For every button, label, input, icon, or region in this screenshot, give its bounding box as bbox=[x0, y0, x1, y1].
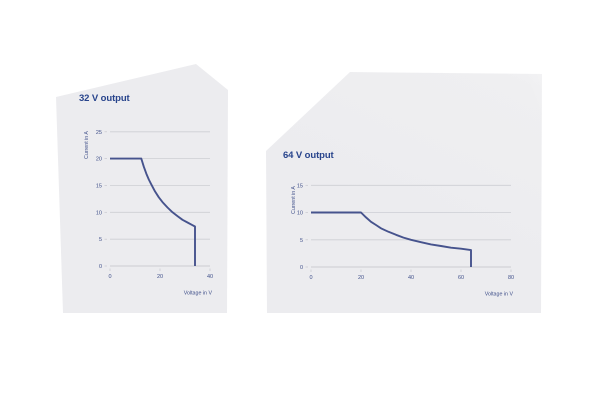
chart-64v: 0 5 10 15 0 20 40 60 80 bbox=[297, 183, 514, 281]
chart-generated-content: 0 5 10 15 20 25 0 20 40 0 5 10 15 0 20 40 60 80 bbox=[96, 130, 514, 281]
x-tick-label-32v-20: 20 bbox=[157, 274, 163, 280]
x-axis-label-64v: Voltage in V bbox=[485, 292, 514, 298]
y-tick-label-64v-10: 10 bbox=[297, 211, 303, 217]
x-tick-label-64v-0: 0 bbox=[309, 275, 312, 281]
x-tick-label-64v-60: 60 bbox=[458, 275, 464, 281]
y-tick-label-32v-20: 20 bbox=[96, 157, 102, 163]
chart-32v: 0 5 10 15 20 25 0 20 40 bbox=[96, 130, 213, 280]
y-tick-label-32v-5: 5 bbox=[99, 237, 102, 243]
y-axis-label-32v: Current in A bbox=[84, 131, 90, 159]
x-tick-label-64v-20: 20 bbox=[358, 275, 364, 281]
y-tick-label-64v-15: 15 bbox=[297, 183, 303, 189]
x-axis-label-32v: Voltage in V bbox=[184, 291, 213, 297]
y-tick-label-64v-5: 5 bbox=[300, 238, 303, 244]
y-tick-label-32v-0: 0 bbox=[99, 264, 102, 270]
derating-curve-64v bbox=[311, 211, 472, 267]
y-axis-label-64v: Current in A bbox=[291, 186, 297, 214]
x-tick-label-64v-80: 80 bbox=[508, 275, 514, 281]
x-tick-label-32v-0: 0 bbox=[108, 274, 111, 280]
derating-curve-32v bbox=[110, 157, 196, 266]
chart-title-32v-output: 32 V output bbox=[79, 93, 130, 104]
x-tick-label-32v-40: 40 bbox=[207, 274, 213, 280]
y-tick-label-32v-15: 15 bbox=[96, 183, 102, 189]
y-tick-label-32v-25: 25 bbox=[96, 130, 102, 136]
x-tick-label-64v-40: 40 bbox=[408, 275, 414, 281]
y-tick-label-64v-0: 0 bbox=[300, 265, 303, 271]
chart-title-64v-output: 64 V output bbox=[283, 150, 334, 161]
y-tick-label-32v-10: 10 bbox=[96, 210, 102, 216]
